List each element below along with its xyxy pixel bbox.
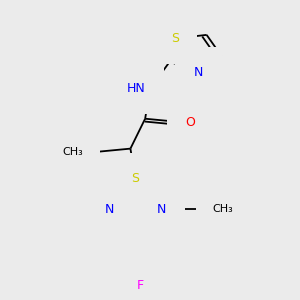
Text: F: F [137,279,144,292]
Text: HN: HN [126,82,145,95]
Text: S: S [171,32,179,45]
Text: CH₃: CH₃ [63,147,83,157]
Text: S: S [131,172,139,185]
Text: O: O [185,116,195,129]
Text: N: N [104,203,114,216]
Text: N: N [194,66,203,79]
Text: N: N [115,225,124,238]
Text: N: N [157,203,166,216]
Text: CH₃: CH₃ [212,204,233,214]
